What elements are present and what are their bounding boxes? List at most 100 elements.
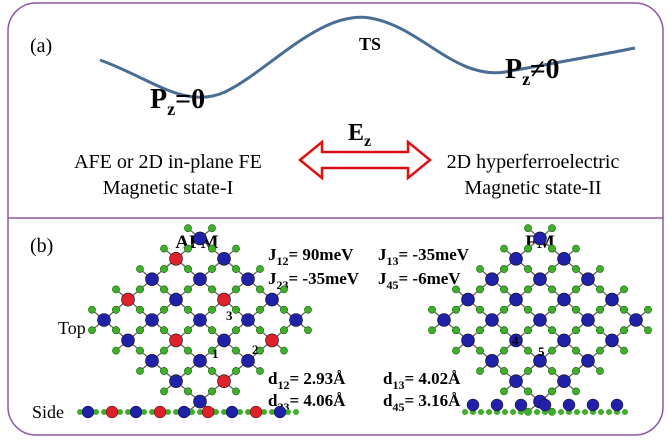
ligand-atom	[644, 327, 651, 334]
ligand-atom	[572, 265, 579, 272]
metal-atom	[226, 406, 238, 418]
atom-number: 1	[212, 346, 219, 361]
metal-atom	[491, 399, 503, 411]
ligand-atom	[476, 265, 483, 272]
ligand-atom	[548, 245, 555, 252]
parameter: J13= -35meV	[378, 245, 470, 268]
ligand-atom	[500, 245, 507, 252]
ligand-atom	[596, 265, 603, 272]
value: = 4.02Å	[404, 369, 461, 388]
ligand-atom	[596, 347, 603, 354]
ligand-atom	[510, 409, 516, 415]
ligand-atom	[548, 265, 555, 272]
ligand-atom	[598, 409, 604, 415]
metal-atom	[539, 399, 551, 411]
ligand-atom	[500, 367, 507, 374]
ligand-atom	[572, 327, 579, 334]
ligand-atom	[596, 367, 603, 374]
ligand-atom	[462, 409, 468, 415]
metal-atom	[534, 232, 547, 245]
ligand-atom	[232, 245, 239, 252]
ligand-atom	[620, 347, 627, 354]
metal-atom	[194, 395, 207, 408]
value: = -35meV	[399, 245, 470, 264]
ligand-atom	[160, 327, 167, 334]
ligand-atom	[452, 286, 459, 293]
ligand-atom	[160, 347, 167, 354]
metal-atom	[242, 273, 255, 286]
metal-atom	[290, 314, 303, 327]
ligand-atom	[208, 225, 215, 232]
ligand-atom	[184, 327, 191, 334]
panel-label: (a)	[30, 35, 52, 57]
metal-atom	[170, 334, 183, 347]
metal-atom	[170, 252, 183, 265]
ligand-atom	[500, 347, 507, 354]
metal-atom	[534, 314, 547, 327]
metal-atom	[582, 314, 595, 327]
ligand-atom	[304, 306, 311, 313]
ligand-atom	[524, 388, 531, 395]
metal-atom	[106, 406, 118, 418]
state-text: Magnetic state-II	[464, 177, 601, 199]
metal-atom	[130, 406, 142, 418]
ligand-atom	[622, 409, 628, 415]
metal-atom	[558, 334, 571, 347]
value: = 90meV	[289, 245, 355, 264]
ligand-atom	[184, 367, 191, 374]
ligand-atom	[136, 367, 143, 374]
ligand-atom	[596, 306, 603, 313]
metal-atom	[558, 293, 571, 306]
ligand-atom	[208, 265, 215, 272]
ligand-atom	[452, 306, 459, 313]
ligand-atom	[232, 286, 239, 293]
metal-atom	[587, 399, 599, 411]
subscript: 13	[392, 378, 404, 392]
ligand-atom	[256, 306, 263, 313]
ligand-atom	[208, 306, 215, 313]
ligand-atom	[558, 409, 564, 415]
ligand-atom	[293, 409, 299, 415]
ligand-atom	[524, 286, 531, 293]
ligand-atom	[256, 367, 263, 374]
ligand-atom	[476, 347, 483, 354]
state-label: Pz=0	[150, 84, 205, 119]
ligand-atom	[136, 286, 143, 293]
metal-atom	[194, 273, 207, 286]
metal-atom	[202, 406, 214, 418]
ligand-atom	[502, 409, 508, 415]
ligand-atom	[452, 347, 459, 354]
metal-atom	[515, 399, 527, 411]
ligand-atom	[184, 245, 191, 252]
metal-atom	[122, 293, 135, 306]
metal-atom	[558, 252, 571, 265]
metal-atom	[274, 406, 286, 418]
ligand-atom	[524, 347, 531, 354]
ligand-atom	[478, 409, 484, 415]
metal-atom	[82, 406, 94, 418]
ligand-atom	[256, 327, 263, 334]
ligand-atom	[550, 409, 556, 415]
ligand-atom	[232, 367, 239, 374]
metal-atom	[438, 314, 451, 327]
ligand-atom	[548, 286, 555, 293]
ligand-atom	[572, 306, 579, 313]
atom-number: 3	[226, 308, 233, 323]
ligand-atom	[620, 306, 627, 313]
parameter: d45= 3.16Å	[383, 391, 461, 414]
ligand-atom	[136, 327, 143, 334]
value: = 4.06Å	[289, 391, 346, 410]
state-text: 2D hyperferroelectric	[447, 151, 620, 173]
ligand-atom	[572, 286, 579, 293]
metal-atom	[510, 375, 523, 388]
field-label: Ez	[348, 120, 371, 150]
metal-atom	[266, 293, 279, 306]
panel-label: (b)	[30, 235, 53, 257]
ligand-atom	[208, 245, 215, 252]
state-text: AFE or 2D in-plane FE	[74, 151, 262, 173]
ligand-atom	[160, 265, 167, 272]
ligand-atom	[644, 306, 651, 313]
metal-atom	[630, 314, 643, 327]
metal-atom	[218, 375, 231, 388]
metal-atom	[606, 334, 619, 347]
